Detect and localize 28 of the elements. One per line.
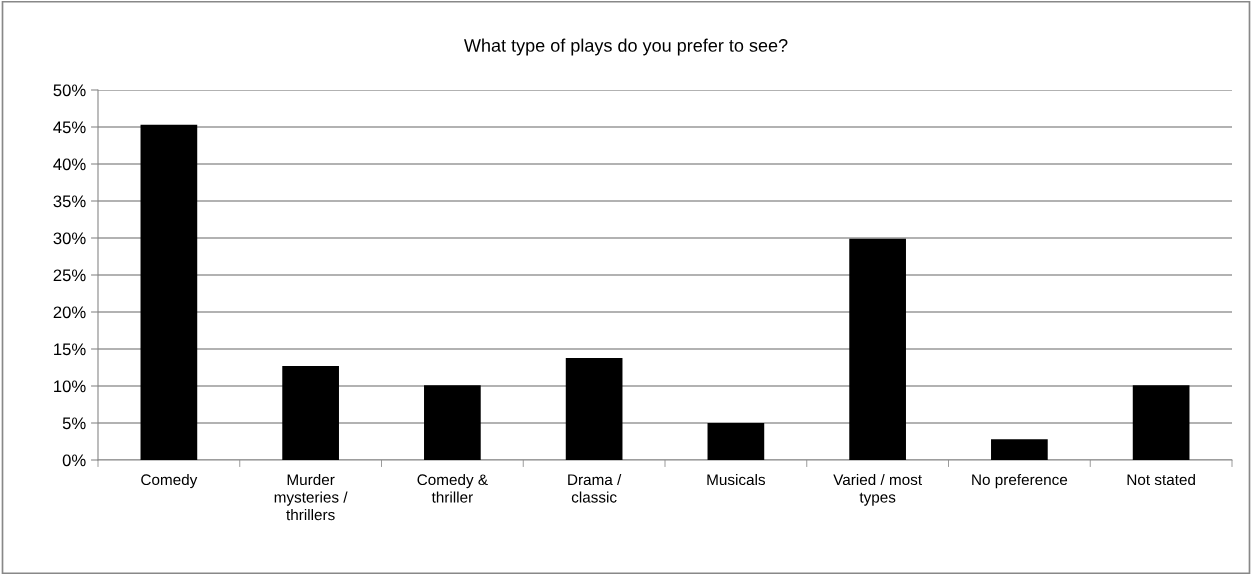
y-tick-label: 0% [62, 454, 86, 467]
x-tick-label: Comedy & thriller [417, 473, 488, 503]
y-tick-label: 50% [53, 84, 86, 97]
bar [282, 366, 339, 460]
x-tick-label: Varied / most types [833, 473, 922, 506]
x-tick-label: Not stated [1127, 473, 1195, 486]
bar [565, 357, 623, 460]
y-tick-label: 5% [62, 417, 86, 430]
x-tick-label: Drama / classic [568, 473, 622, 503]
bar [1132, 385, 1190, 460]
x-tick-label: Murder mysteries / thrillers [274, 473, 348, 521]
y-tick-label: 40% [53, 158, 86, 171]
bar [849, 238, 906, 460]
y-tick-label: 30% [53, 232, 86, 245]
x-tick-label: Musicals [707, 473, 766, 486]
y-tick-label: 20% [53, 306, 86, 319]
bar [424, 385, 481, 460]
y-tick-label: 10% [54, 380, 86, 393]
x-tick-label: No preference [972, 473, 1068, 489]
y-tick-label: 25% [53, 269, 86, 282]
bar [991, 439, 1048, 460]
chart-title: What type of plays do you prefer to see? [464, 38, 788, 56]
x-tick-label: Comedy [141, 473, 198, 489]
bar [707, 423, 765, 460]
y-tick-label: 45% [53, 121, 86, 134]
bar [140, 124, 198, 460]
y-tick-label: 35% [53, 195, 86, 208]
y-tick-label: 15% [54, 343, 86, 356]
